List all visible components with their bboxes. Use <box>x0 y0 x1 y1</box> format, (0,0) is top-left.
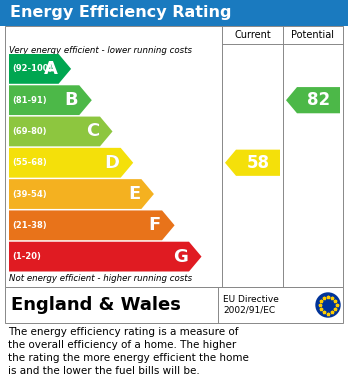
Text: Energy Efficiency Rating: Energy Efficiency Rating <box>10 5 231 20</box>
Text: 82: 82 <box>307 91 330 109</box>
Text: (92-100): (92-100) <box>12 65 53 74</box>
Polygon shape <box>9 148 133 178</box>
Text: Very energy efficient - lower running costs: Very energy efficient - lower running co… <box>9 46 192 55</box>
Polygon shape <box>9 117 112 146</box>
Polygon shape <box>9 242 201 271</box>
Text: Potential: Potential <box>292 30 334 40</box>
Circle shape <box>316 293 340 317</box>
Polygon shape <box>9 85 92 115</box>
Text: E: E <box>128 185 140 203</box>
Text: G: G <box>173 248 188 265</box>
Text: G: G <box>173 248 188 265</box>
Text: (55-68): (55-68) <box>12 158 47 167</box>
Text: D: D <box>105 154 120 172</box>
Text: (1-20): (1-20) <box>12 252 41 261</box>
Text: the overall efficiency of a home. The higher: the overall efficiency of a home. The hi… <box>8 340 236 350</box>
Text: the rating the more energy efficient the home: the rating the more energy efficient the… <box>8 353 249 363</box>
Text: E: E <box>128 185 140 203</box>
Text: A: A <box>44 60 57 78</box>
Text: F: F <box>149 216 161 234</box>
Text: B: B <box>65 91 78 109</box>
Text: C: C <box>86 122 99 140</box>
Text: The energy efficiency rating is a measure of: The energy efficiency rating is a measur… <box>8 327 238 337</box>
Text: (39-54): (39-54) <box>12 190 47 199</box>
Polygon shape <box>286 87 340 113</box>
Text: D: D <box>105 154 120 172</box>
Text: (69-80): (69-80) <box>12 127 47 136</box>
Bar <box>5 287 343 323</box>
Text: England & Wales: England & Wales <box>11 296 181 314</box>
Polygon shape <box>9 179 154 209</box>
Text: (21-38): (21-38) <box>12 221 47 230</box>
Text: C: C <box>86 122 99 140</box>
Text: 58: 58 <box>246 154 269 172</box>
Text: EU Directive: EU Directive <box>223 296 279 305</box>
Text: A: A <box>44 60 57 78</box>
Bar <box>0 0 348 26</box>
Text: B: B <box>65 91 78 109</box>
Text: is and the lower the fuel bills will be.: is and the lower the fuel bills will be. <box>8 366 200 376</box>
Text: Current: Current <box>234 30 271 40</box>
Polygon shape <box>9 54 71 84</box>
Text: F: F <box>149 216 161 234</box>
Polygon shape <box>225 150 280 176</box>
Bar <box>5 26 343 287</box>
Polygon shape <box>9 210 175 240</box>
Text: (81-91): (81-91) <box>12 96 47 105</box>
Text: Not energy efficient - higher running costs: Not energy efficient - higher running co… <box>9 274 192 283</box>
Text: 2002/91/EC: 2002/91/EC <box>223 305 275 314</box>
